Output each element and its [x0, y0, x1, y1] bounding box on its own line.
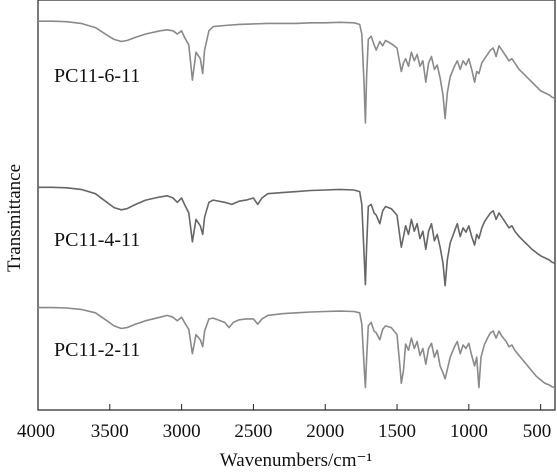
- x-axis-ticks: 4000 3500 3000 2500 2000 1500 1000 500: [17, 404, 551, 442]
- x-tick-label: 2000: [306, 421, 344, 442]
- x-tick-label: 500: [523, 421, 552, 442]
- series-label-layer: PC11-6-11 PC11-4-11 PC11-2-11: [54, 65, 140, 361]
- x-tick-label: 1500: [378, 421, 416, 442]
- y-axis-label: Transmittance: [4, 164, 25, 272]
- x-tick-label: 3000: [163, 421, 201, 442]
- x-axis-label: Wavenumbers/cm⁻¹: [220, 450, 373, 471]
- spectrum-line-3: [38, 306, 556, 389]
- x-tick-label: 3500: [91, 421, 129, 442]
- x-tick-label: 2500: [234, 421, 272, 442]
- spectrum-line-1: [38, 20, 556, 124]
- x-tick-label: 1000: [450, 421, 488, 442]
- series-label-2: PC11-4-11: [54, 229, 140, 251]
- spectrum-line-2: [38, 186, 556, 287]
- plot-frame: [37, 0, 556, 411]
- series-layer: [38, 20, 556, 389]
- series-label-1: PC11-6-11: [54, 65, 140, 87]
- x-tick-label: 4000: [17, 421, 55, 442]
- series-label-3: PC11-2-11: [54, 339, 140, 361]
